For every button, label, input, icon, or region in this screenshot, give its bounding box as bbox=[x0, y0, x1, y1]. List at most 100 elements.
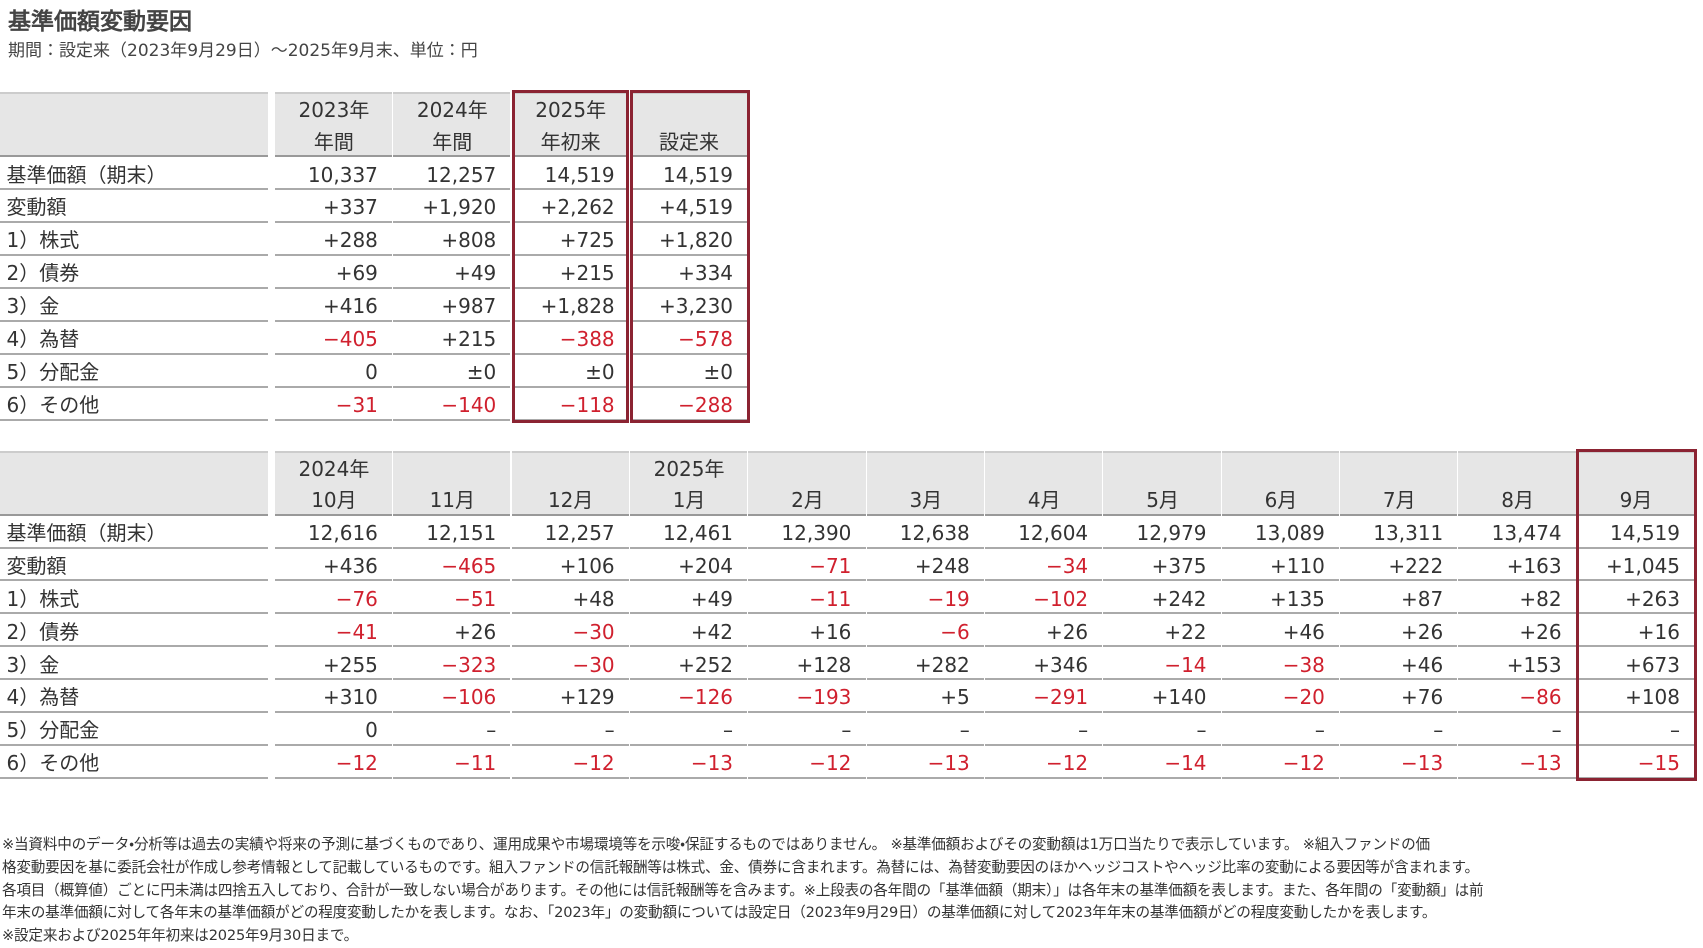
row-line bbox=[1221, 546, 1340, 549]
row-label: 変動額 bbox=[6, 195, 67, 220]
table-cell: 12,257 bbox=[426, 162, 497, 187]
row-line bbox=[0, 418, 269, 421]
row-label: 4）為替 bbox=[6, 685, 80, 710]
row-label: 5）分配金 bbox=[6, 718, 100, 743]
table-cell: −102 bbox=[1033, 586, 1089, 611]
table-cell: – bbox=[841, 718, 852, 743]
table-cell: +1,828 bbox=[540, 294, 615, 319]
highlight-box bbox=[511, 90, 629, 423]
row-line bbox=[0, 612, 269, 615]
row-line bbox=[1103, 645, 1221, 648]
footnote: 年末の基準価額に対して各年末の基準価額がどの程度変動したかを表します。なお、「2… bbox=[2, 904, 1437, 922]
table-cell: +82 bbox=[1519, 586, 1562, 611]
row-line bbox=[0, 352, 269, 355]
row-line bbox=[511, 645, 629, 648]
row-line bbox=[1458, 711, 1576, 714]
row-label: 基準価額（期末） bbox=[6, 520, 167, 545]
table-cell: +106 bbox=[559, 553, 615, 578]
row-line bbox=[1576, 744, 1695, 747]
row-label: 6）その他 bbox=[6, 392, 100, 417]
header-bg bbox=[0, 92, 269, 158]
row-line bbox=[866, 776, 984, 779]
row-line bbox=[0, 678, 269, 681]
table-cell: +252 bbox=[678, 652, 734, 677]
column-header: 年初来 bbox=[540, 129, 601, 154]
table-cell: +222 bbox=[1388, 553, 1444, 578]
table-cell: +76 bbox=[1401, 685, 1444, 710]
row-line bbox=[511, 612, 629, 615]
table-cell: +215 bbox=[441, 327, 497, 352]
table-cell: +987 bbox=[441, 294, 497, 319]
row-line bbox=[1576, 546, 1695, 549]
header-bg bbox=[393, 92, 511, 158]
row-line bbox=[629, 678, 748, 681]
table-cell: −34 bbox=[1045, 553, 1089, 578]
row-line bbox=[1103, 579, 1221, 582]
table-cell: +42 bbox=[690, 619, 734, 644]
title: 基準価額変動要因 bbox=[8, 9, 192, 35]
table-cell: 14,519 bbox=[544, 162, 615, 187]
row-line bbox=[1340, 546, 1458, 549]
row-line bbox=[0, 319, 269, 322]
table-cell: +128 bbox=[796, 652, 852, 677]
table-cell: +110 bbox=[1269, 553, 1325, 578]
table-cell: −12 bbox=[1282, 751, 1325, 776]
table-cell: – bbox=[1551, 718, 1562, 743]
row-line bbox=[274, 711, 393, 714]
row-line bbox=[748, 612, 866, 615]
table-cell: +337 bbox=[322, 195, 378, 220]
row-line bbox=[1458, 678, 1576, 681]
column-header: 年間 bbox=[432, 129, 473, 154]
row-line bbox=[1221, 678, 1340, 681]
column-header: 2024年 bbox=[416, 98, 488, 123]
row-line bbox=[866, 612, 984, 615]
table-cell: +204 bbox=[678, 553, 734, 578]
row-line bbox=[1576, 579, 1695, 582]
row-line bbox=[511, 711, 629, 714]
row-line bbox=[629, 254, 748, 256]
row-line bbox=[274, 776, 393, 779]
table-cell: +16 bbox=[809, 619, 852, 644]
row-line bbox=[1340, 711, 1458, 714]
row-label: 1）株式 bbox=[6, 586, 80, 611]
table-cell: +3,230 bbox=[659, 294, 734, 319]
footnote: 格変動要因を基に委託会社が作成し参考情報として記載しているものです。組入ファンド… bbox=[2, 858, 1479, 876]
row-line bbox=[1103, 546, 1221, 549]
table-cell: +16 bbox=[1637, 619, 1681, 644]
table-cell: −405 bbox=[322, 327, 378, 352]
table-cell: −76 bbox=[335, 586, 378, 611]
row-line bbox=[985, 645, 1103, 648]
row-line bbox=[866, 744, 984, 747]
row-line bbox=[0, 645, 269, 648]
row-line bbox=[1221, 711, 1340, 714]
table-cell: +2,262 bbox=[540, 195, 615, 220]
row-line bbox=[985, 776, 1103, 779]
column-header: 11月 bbox=[429, 488, 476, 513]
table-cell: −11 bbox=[809, 586, 852, 611]
row-line bbox=[1458, 612, 1576, 615]
row-line bbox=[393, 418, 511, 421]
row-line bbox=[393, 744, 511, 747]
row-line bbox=[1340, 579, 1458, 582]
column-header: 6月 bbox=[1264, 488, 1298, 513]
table-cell: 12,257 bbox=[544, 520, 615, 545]
subtitle: 期間：設定来（2023年9月29日）～2025年9月末、単位：円 bbox=[8, 41, 478, 61]
row-line bbox=[1103, 776, 1221, 779]
table-cell: +22 bbox=[1164, 619, 1207, 644]
row-line bbox=[748, 678, 866, 681]
table-cell: +26 bbox=[1401, 619, 1444, 644]
table-cell: −106 bbox=[441, 685, 497, 710]
row-line bbox=[0, 546, 269, 549]
row-line bbox=[866, 678, 984, 681]
column-header: 5月 bbox=[1146, 488, 1179, 513]
table-cell: −15 bbox=[1637, 751, 1681, 776]
row-line bbox=[393, 776, 511, 779]
row-line bbox=[511, 418, 629, 421]
table-cell: +26 bbox=[454, 619, 497, 644]
row-line bbox=[866, 711, 984, 714]
highlight-box bbox=[1575, 448, 1698, 782]
table-cell: +375 bbox=[1151, 553, 1207, 578]
row-label: 3）金 bbox=[6, 294, 60, 319]
header-bg bbox=[748, 450, 866, 516]
table-cell: −388 bbox=[559, 327, 615, 352]
